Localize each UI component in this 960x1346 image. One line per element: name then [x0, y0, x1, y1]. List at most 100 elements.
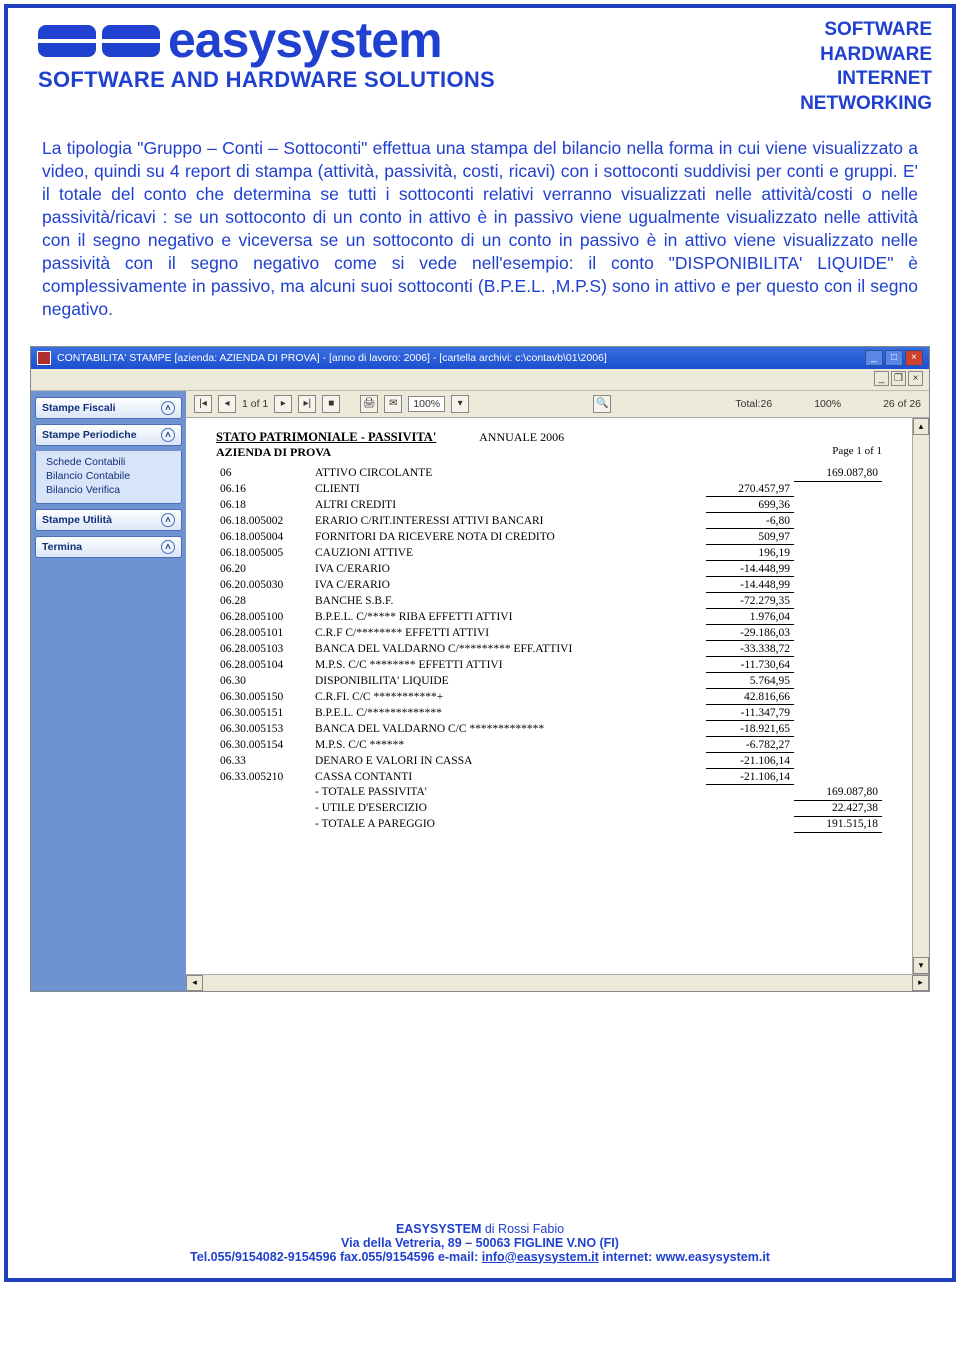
row-value-2: 169.087,80 — [794, 785, 882, 801]
row-value-1: 699,36 — [706, 497, 794, 513]
row-code: 06.20 — [216, 561, 311, 577]
row-desc: DISPONIBILITA' LIQUIDE — [311, 673, 706, 689]
row-value-2 — [794, 481, 882, 497]
row-desc: C.R.F C/******** EFFETTI ATTIVI — [311, 625, 706, 641]
report-row: 06.30.005153BANCA DEL VALDARNO C/C *****… — [216, 721, 882, 737]
row-value-1: -72.279,35 — [706, 593, 794, 609]
pct-label: 100% — [814, 398, 841, 410]
row-code: 06.30 — [216, 673, 311, 689]
row-desc: M.P.S. C/C ****** — [311, 737, 706, 753]
row-value-1: -11.730,64 — [706, 657, 794, 673]
row-desc: BANCHE S.B.F. — [311, 593, 706, 609]
row-value-1 — [706, 785, 794, 801]
print-button[interactable]: 🖨 — [360, 395, 378, 413]
app-screenshot: CONTABILITA' STAMPE [azienda: AZIENDA DI… — [30, 346, 930, 992]
stop-button[interactable]: ■ — [322, 395, 340, 413]
nav-group-title: Stampe Fiscali — [42, 402, 116, 414]
row-desc: B.P.E.L. C/************* — [311, 705, 706, 721]
row-value-2 — [794, 705, 882, 721]
row-desc: C.R.FI. C/C ***********+ — [311, 689, 706, 705]
mdi-restore-button[interactable]: ❐ — [891, 371, 906, 386]
row-value-1: -21.106,14 — [706, 753, 794, 769]
row-value-2 — [794, 657, 882, 673]
page-indicator: 1 of 1 — [242, 398, 268, 410]
row-value-1: 42.816,66 — [706, 689, 794, 705]
zoom-drop-button[interactable]: ▾ — [451, 395, 469, 413]
minimize-button[interactable]: _ — [865, 350, 883, 366]
report-row: 06.28.005101C.R.F C/******** EFFETTI ATT… — [216, 625, 882, 641]
report-row: 06.20.005030IVA C/ERARIO-14.448,99 — [216, 577, 882, 593]
nav-prev-button[interactable]: ◂ — [218, 395, 236, 413]
scroll-down-button[interactable]: ▾ — [913, 957, 929, 974]
row-desc: - TOTALE PASSIVITA' — [311, 785, 706, 801]
nav-item[interactable]: Schede Contabili — [46, 455, 171, 469]
row-desc: FORNITORI DA RICEVERE NOTA DI CREDITO — [311, 529, 706, 545]
maximize-button[interactable]: □ — [885, 350, 903, 366]
scroll-up-button[interactable]: ▴ — [913, 418, 929, 435]
row-code: 06.30.005151 — [216, 705, 311, 721]
nav-next-button[interactable]: ▸ — [274, 395, 292, 413]
report-row: 06.20IVA C/ERARIO-14.448,99 — [216, 561, 882, 577]
nav-item[interactable]: Bilancio Verifica — [46, 483, 171, 497]
nav-first-button[interactable]: |◂ — [194, 395, 212, 413]
chevron-icon: ˄ — [161, 428, 175, 442]
row-value-2: 169.087,80 — [794, 466, 882, 482]
close-button[interactable]: × — [905, 350, 923, 366]
row-value-2 — [794, 721, 882, 737]
row-code: 06.28 — [216, 593, 311, 609]
body: La tipologia "Gruppo – Conti – Sottocont… — [8, 123, 952, 330]
vertical-scrollbar[interactable]: ▴ ▾ — [912, 418, 929, 974]
row-code: 06.28.005101 — [216, 625, 311, 641]
row-value-1: -18.921,65 — [706, 721, 794, 737]
report-row: - TOTALE A PAREGGIO191.515,18 — [216, 816, 882, 832]
row-desc: ERARIO C/RIT.INTERESSI ATTIVI BANCARI — [311, 513, 706, 529]
nav-last-button[interactable]: ▸| — [298, 395, 316, 413]
footer-contact-pre: Tel.055/9154082-9154596 fax.055/9154596 … — [190, 1250, 482, 1264]
nav-group-header[interactable]: Stampe Periodiche ˄ — [35, 424, 182, 446]
export-button[interactable]: ✉ — [384, 395, 402, 413]
mdi-bar: _ ❐ × — [31, 369, 929, 391]
scroll-left-button[interactable]: ◂ — [186, 975, 203, 991]
logo-icon — [38, 25, 160, 57]
row-value-2 — [794, 577, 882, 593]
nav-group-header[interactable]: Stampe Fiscali˄ — [35, 397, 182, 419]
report-page: STATO PATRIMONIALE - PASSIVITA' ANNUALE … — [186, 424, 912, 843]
nav-group-title: Termina — [42, 541, 82, 553]
row-code: 06.18 — [216, 497, 311, 513]
horizontal-scrollbar[interactable]: ◂ ▸ — [186, 974, 929, 991]
report-row: 06.30DISPONIBILITA' LIQUIDE5.764,95 — [216, 673, 882, 689]
zoom-select[interactable]: 100% — [408, 396, 445, 412]
hr-line: NETWORKING — [800, 92, 932, 117]
row-value-1: -14.448,99 — [706, 577, 794, 593]
report-row: 06.18ALTRI CREDITI699,36 — [216, 497, 882, 513]
nav-group-header[interactable]: Stampe Utilità˄ — [35, 509, 182, 531]
footer-contact-post: internet: www.easysystem.it — [599, 1250, 770, 1264]
report-row: - UTILE D'ESERCIZIO22.427,38 — [216, 800, 882, 816]
mdi-min-button[interactable]: _ — [874, 371, 889, 386]
nav-item[interactable]: Bilancio Contabile — [46, 469, 171, 483]
report-table: 06ATTIVO CIRCOLANTE169.087,8006.16CLIENT… — [216, 466, 882, 833]
row-value-2 — [794, 513, 882, 529]
row-value-1: 1.976,04 — [706, 609, 794, 625]
window-title: CONTABILITA' STAMPE [azienda: AZIENDA DI… — [57, 352, 607, 364]
scroll-right-button[interactable]: ▸ — [912, 975, 929, 991]
report-viewer[interactable]: STATO PATRIMONIALE - PASSIVITA' ANNUALE … — [186, 418, 912, 974]
sidebar: Stampe Fiscali˄Stampe Periodiche˄Schede … — [31, 391, 186, 991]
chevron-icon: ˄ — [161, 513, 175, 527]
footer-email-link[interactable]: info@easysystem.it — [482, 1250, 599, 1264]
search-button[interactable]: 🔍 — [593, 395, 611, 413]
row-code: 06.33 — [216, 753, 311, 769]
row-desc: M.P.S. C/C ******** EFFETTI ATTIVI — [311, 657, 706, 673]
row-value-1: -14.448,99 — [706, 561, 794, 577]
main-paragraph: La tipologia "Gruppo – Conti – Sottocont… — [42, 137, 918, 322]
mdi-close-button[interactable]: × — [908, 371, 923, 386]
report-row: 06.33DENARO E VALORI IN CASSA-21.106,14 — [216, 753, 882, 769]
row-value-2 — [794, 497, 882, 513]
row-value-2: 22.427,38 — [794, 800, 882, 816]
report-toolbar: |◂ ◂ 1 of 1 ▸ ▸| ■ 🖨 ✉ 100% ▾ 🔍 Total:26 — [186, 391, 929, 418]
row-code: 06.28.005100 — [216, 609, 311, 625]
report-row: 06ATTIVO CIRCOLANTE169.087,80 — [216, 466, 882, 482]
nav-group-title: Stampe Periodiche — [42, 429, 137, 441]
row-value-1 — [706, 800, 794, 816]
nav-group-header[interactable]: Termina˄ — [35, 536, 182, 558]
